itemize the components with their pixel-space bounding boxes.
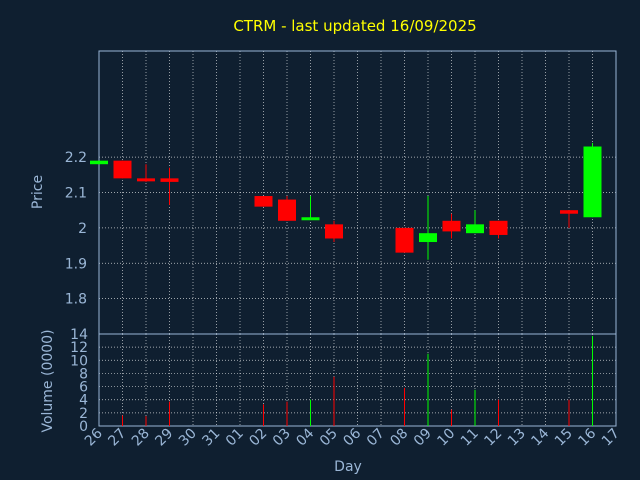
candle-body bbox=[466, 224, 484, 234]
volume-tick-label: 12 bbox=[70, 340, 88, 356]
price-tick-label: 2.1 bbox=[65, 186, 87, 202]
candle-body bbox=[137, 178, 155, 182]
candle-body bbox=[583, 146, 602, 218]
volume-tick-label: 10 bbox=[70, 353, 88, 369]
candle-body bbox=[254, 196, 273, 207]
candle-body bbox=[160, 178, 179, 182]
x-tick-label: 12 bbox=[481, 426, 505, 450]
volume-tick-label: 6 bbox=[79, 380, 88, 396]
chart-title: CTRM - last updated 16/09/2025 bbox=[233, 17, 476, 35]
x-tick-label: 10 bbox=[434, 426, 458, 450]
candle-body bbox=[325, 224, 343, 239]
candle-27 bbox=[113, 160, 132, 179]
candle-28 bbox=[137, 164, 155, 182]
x-tick-label: 15 bbox=[552, 426, 576, 450]
x-tick-label: 02 bbox=[246, 426, 270, 450]
candle-03 bbox=[278, 196, 296, 221]
candle-body bbox=[560, 210, 578, 214]
x-tick-label: 17 bbox=[599, 426, 623, 450]
x-tick-label: 04 bbox=[293, 425, 317, 449]
candle-08 bbox=[395, 227, 414, 253]
volume-bars bbox=[122, 335, 593, 426]
x-tick-label: 09 bbox=[411, 426, 435, 450]
candle-body bbox=[113, 160, 132, 179]
x-tick-label: 06 bbox=[340, 425, 364, 449]
x-tick-label: 31 bbox=[199, 426, 223, 450]
price-tick-label: 2.2 bbox=[65, 150, 87, 166]
volume-plot-frame bbox=[98, 333, 617, 427]
candle-15 bbox=[560, 210, 578, 228]
x-tick-label: 29 bbox=[152, 426, 176, 450]
candle-body bbox=[278, 199, 296, 221]
candle-body bbox=[442, 220, 461, 232]
x-tick-label: 14 bbox=[528, 425, 552, 449]
x-tick-label: 13 bbox=[505, 426, 529, 450]
candle-body bbox=[395, 227, 414, 253]
candle-body bbox=[301, 217, 320, 221]
price-tick-label: 1.8 bbox=[65, 292, 87, 308]
volume-tick-label: 4 bbox=[79, 393, 88, 409]
volume-axis-label: Volume (0000) bbox=[40, 329, 56, 432]
price-tick-label: 2 bbox=[78, 221, 87, 237]
volume-tick-label: 0 bbox=[79, 419, 88, 435]
volume-tick-label: 8 bbox=[79, 366, 88, 382]
candles bbox=[90, 142, 602, 260]
candle-10 bbox=[442, 213, 461, 239]
candle-05 bbox=[325, 220, 343, 243]
candle-body bbox=[489, 220, 508, 235]
candle-16 bbox=[583, 142, 602, 218]
x-tick-label: 30 bbox=[176, 426, 200, 450]
x-tick-label: 01 bbox=[223, 426, 247, 450]
candle-09 bbox=[419, 196, 437, 260]
price-tick-labels: 1.8 1.9 2 2.1 2.2 bbox=[65, 150, 87, 308]
candle-12 bbox=[489, 220, 508, 239]
candle-11 bbox=[466, 210, 484, 234]
x-tick-label: 03 bbox=[270, 426, 294, 450]
x-tick-label: 16 bbox=[575, 425, 599, 449]
price-grid bbox=[99, 51, 616, 334]
x-tick-label: 27 bbox=[105, 426, 129, 450]
volume-grid bbox=[99, 334, 616, 426]
x-axis-label: Day bbox=[334, 459, 362, 475]
x-tick-labels: 26 27 28 29 30 31 01 02 03 04 05 06 07 08 09 10 11 12 13 14… bbox=[82, 425, 623, 449]
x-tick-label: 28 bbox=[129, 426, 153, 450]
price-axis-label: Price bbox=[30, 175, 46, 209]
volume-tick-label: 2 bbox=[79, 406, 88, 422]
candle-body bbox=[90, 160, 108, 165]
x-tick-label: 11 bbox=[458, 426, 482, 450]
candle-body bbox=[419, 233, 437, 243]
candle-29 bbox=[160, 167, 179, 205]
x-tick-label: 08 bbox=[387, 426, 411, 450]
candle-04 bbox=[301, 196, 320, 221]
x-tick-label: 05 bbox=[317, 426, 341, 450]
volume-tick-label: 14 bbox=[70, 327, 88, 343]
candle-02 bbox=[254, 196, 273, 207]
price-tick-label: 1.9 bbox=[65, 256, 87, 272]
x-tick-label: 07 bbox=[364, 426, 388, 450]
candle-26 bbox=[90, 160, 108, 165]
